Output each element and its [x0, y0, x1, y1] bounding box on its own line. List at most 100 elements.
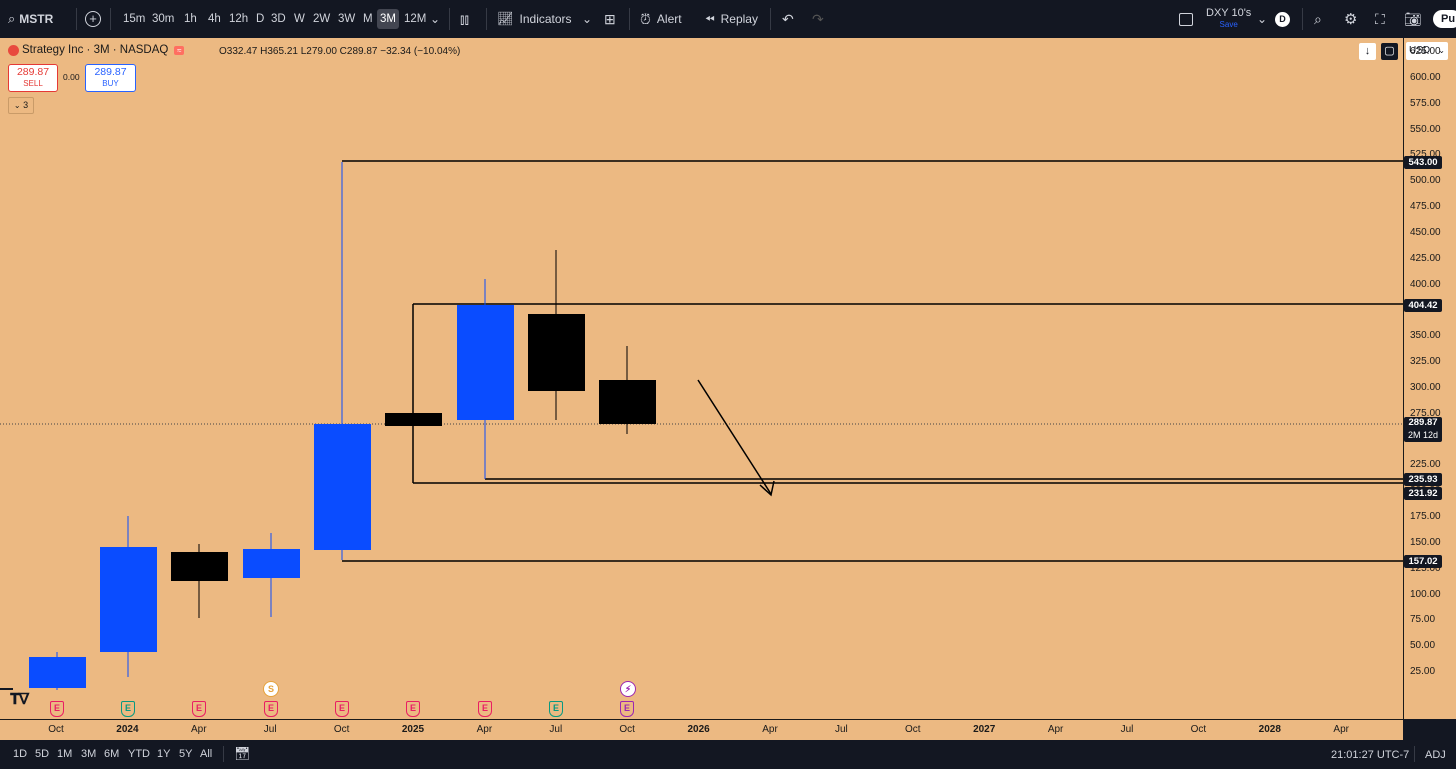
earnings-marker[interactable]: E — [620, 701, 634, 717]
time-tick: Apr — [762, 724, 778, 735]
time-tick: Jul — [549, 724, 563, 735]
buy-button[interactable]: 289.87 BUY — [85, 64, 136, 92]
layout-grid-button[interactable]: ⊞ — [604, 0, 616, 38]
timeframe-2w[interactable]: 2W — [313, 13, 331, 25]
price-tick: 300.00 — [1410, 381, 1441, 393]
chart-type-button[interactable]: ⫾⫾ — [460, 0, 469, 38]
range-ytd[interactable]: YTD — [128, 748, 150, 760]
replay-icon: ⏪︎ — [705, 11, 715, 26]
timeframe-3d[interactable]: 3D — [271, 13, 286, 25]
time-tick: Jul — [1120, 724, 1134, 735]
publish-button[interactable]: Pu — [1433, 0, 1456, 38]
range-1y[interactable]: 1Y — [157, 748, 171, 760]
chart-legend: Strategy Inc · 3M · NASDAQ ≈ — [8, 44, 185, 56]
range-1d[interactable]: 1D — [13, 748, 28, 760]
square-icon — [1179, 12, 1193, 26]
timeframe-m[interactable]: M — [363, 13, 373, 25]
timeframe-15m[interactable]: 15m — [123, 13, 146, 25]
earnings-marker[interactable]: E — [478, 701, 492, 717]
timeframe-30m[interactable]: 30m — [152, 13, 175, 25]
range-all[interactable]: All — [200, 748, 213, 760]
earnings-marker[interactable]: E — [406, 701, 420, 717]
timeframe-4h[interactable]: 4h — [208, 13, 221, 25]
symbol-search[interactable]: ⌕ MSTR — [8, 0, 53, 38]
fullscreen-icon: ⛶ — [1375, 10, 1385, 27]
maximize-pane-button[interactable]: ▢ — [1381, 43, 1398, 60]
layout-title: DXY 10's — [1206, 7, 1252, 19]
indicators-dropdown[interactable]: ⌄ — [582, 0, 592, 38]
earnings-marker[interactable]: E — [335, 701, 349, 717]
range-5y[interactable]: 5Y — [179, 748, 193, 760]
candle-body — [29, 657, 86, 688]
time-axis[interactable] — [0, 719, 1403, 741]
sell-button[interactable]: 289.87 SELL — [8, 64, 58, 92]
user-avatar[interactable]: D — [1275, 0, 1290, 38]
timeframe-12m[interactable]: 12M — [404, 13, 427, 25]
quick-search-button[interactable]: ⌕ — [1314, 0, 1322, 38]
range-1m[interactable]: 1M — [57, 748, 73, 760]
timeframe-w[interactable]: W — [294, 13, 305, 25]
scroll-down-button[interactable]: ↓ — [1359, 43, 1376, 60]
clock[interactable]: 21:01:27 UTC-7 — [1331, 749, 1410, 761]
goto-date-button[interactable]: 📅︎ — [234, 746, 251, 762]
price-tick: 525.00 — [1410, 149, 1441, 161]
time-tick: Oct — [619, 724, 635, 735]
candle-body — [528, 314, 585, 391]
lightning-event-icon[interactable]: ⚡︎ — [620, 681, 636, 697]
layout-dropdown[interactable]: ⌄ — [1257, 0, 1267, 38]
screenshot-button[interactable]: 📷︎ — [1404, 0, 1422, 38]
layout-save: Save — [1219, 20, 1238, 29]
timeframe-d[interactable]: D — [256, 13, 265, 25]
timeframe-1h[interactable]: 1h — [184, 13, 197, 25]
chart-pane[interactable] — [0, 38, 1403, 719]
indicators-button[interactable]: 📈︎ Indicators — [497, 0, 572, 38]
compare-add-button[interactable]: + — [85, 0, 101, 38]
symbol-logo-icon — [8, 44, 19, 56]
time-tick: Oct — [1190, 724, 1207, 735]
time-tick: Jul — [263, 724, 277, 735]
indicators-icon: 📈︎ — [497, 11, 514, 26]
split-marker[interactable]: S — [263, 681, 279, 697]
time-tick: Oct — [333, 724, 350, 735]
eye-icon[interactable]: ≈ — [174, 45, 185, 55]
settings-button[interactable]: ⚙︎ — [1344, 0, 1357, 38]
price-tag-157: 157.02 — [1404, 555, 1442, 568]
fullscreen-button[interactable]: ⛶ — [1375, 0, 1385, 38]
time-tick: Apr — [476, 724, 493, 735]
earnings-marker[interactable]: E — [264, 701, 278, 717]
buy-label: BUY — [102, 79, 119, 88]
undo-button[interactable]: ↶ — [782, 0, 794, 38]
chevron-down-icon: ⌄ — [582, 12, 593, 26]
tradingview-logo[interactable]: 𝐓∇ — [10, 691, 29, 708]
earnings-marker[interactable]: E — [50, 701, 64, 717]
earnings-marker[interactable]: E — [121, 701, 135, 717]
timeframe-3w[interactable]: 3W — [338, 13, 356, 25]
replay-button[interactable]: ⏪︎ Replay — [705, 0, 758, 38]
alert-button[interactable]: ⏰︎ Alert — [640, 0, 682, 38]
time-tick: Jul — [834, 724, 848, 735]
timeframe-3m[interactable]: 3M — [377, 9, 399, 29]
sell-price: 289.87 — [16, 66, 50, 78]
range-5d[interactable]: 5D — [35, 748, 50, 760]
price-axis[interactable] — [1403, 38, 1456, 719]
range-6m[interactable]: 6M — [104, 748, 120, 760]
calendar-icon: 📅︎ — [234, 746, 251, 761]
layout-box-button[interactable] — [1179, 0, 1193, 38]
price-tick: 100.00 — [1410, 588, 1441, 600]
candle-body — [457, 305, 514, 420]
earnings-marker[interactable]: E — [192, 701, 206, 717]
earnings-marker[interactable]: E — [549, 701, 563, 717]
price-tick: 400.00 — [1410, 278, 1441, 290]
adj-toggle[interactable]: ADJ — [1425, 749, 1446, 761]
plus-circle-icon: + — [85, 11, 101, 27]
redo-button[interactable]: ↷ — [812, 0, 824, 38]
indicator-collapse-button[interactable]: ⌄ 3 — [8, 97, 34, 114]
redo-icon: ↷ — [812, 10, 824, 27]
left-edge-marker — [0, 688, 13, 690]
layout-name[interactable]: DXY 10's Save — [1206, 0, 1251, 38]
price-tick: 125.00 — [1410, 562, 1441, 574]
timeframe-dropdown[interactable]: ⌄ — [430, 0, 440, 38]
range-3m[interactable]: 3M — [81, 748, 97, 760]
currency-select[interactable]: USD ⌄ — [1406, 42, 1448, 60]
timeframe-12h[interactable]: 12h — [229, 13, 249, 25]
